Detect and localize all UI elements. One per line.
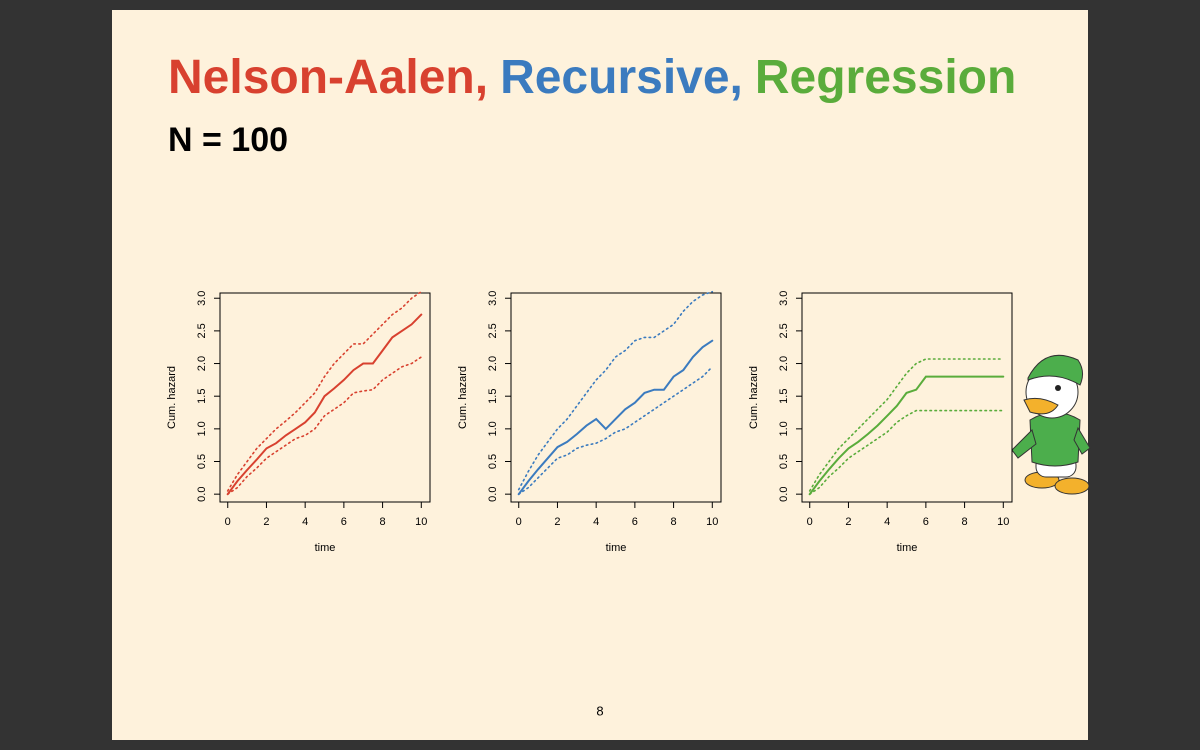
x-tick-label: 8 [671, 516, 677, 528]
y-tick-label: 2.0 [196, 356, 208, 371]
x-tick-label: 0 [225, 516, 231, 528]
plot-frame [219, 292, 431, 503]
x-tick-label: 8 [962, 516, 968, 528]
confidence-line [226, 290, 423, 492]
x-tick-label: 10 [997, 516, 1009, 528]
slide-title: Nelson-Aalen, Recursive, Regression [168, 51, 1016, 104]
y-tick-label: 1.5 [487, 389, 499, 404]
plot-frame [801, 292, 1013, 503]
y-tick-label: 0.0 [196, 487, 208, 502]
x-tick-label: 6 [923, 516, 929, 528]
estimate-line [226, 313, 423, 496]
y-tick-label: 1.0 [778, 421, 790, 436]
x-tick-label: 4 [884, 516, 890, 528]
y-tick-label: 0.0 [487, 487, 499, 502]
x-tick-label: 4 [302, 516, 308, 528]
x-tick-label: 10 [706, 516, 718, 528]
confidence-line [808, 358, 1005, 492]
y-tick-label: 1.0 [196, 421, 208, 436]
x-tick-label: 0 [807, 516, 813, 528]
confidence-line [808, 409, 1005, 495]
estimate-line [517, 339, 714, 496]
duck-illustration [1011, 354, 1091, 495]
y-tick-label: 1.5 [196, 389, 208, 404]
title-part: Nelson-Aalen, [168, 51, 488, 104]
x-axis-label: time [315, 542, 336, 554]
x-tick-label: 10 [415, 516, 427, 528]
confidence-line [226, 356, 423, 495]
y-tick-label: 0.5 [778, 454, 790, 469]
y-tick-label: 2.0 [487, 356, 499, 371]
x-tick-label: 6 [341, 516, 347, 528]
y-tick-label: 3.0 [196, 291, 208, 306]
y-tick-label: 1.0 [487, 421, 499, 436]
title-part: Recursive, [500, 51, 743, 104]
x-tick-label: 0 [516, 516, 522, 528]
y-tick-label: 3.0 [778, 291, 790, 306]
y-axis-label: Cum. hazard [748, 366, 760, 429]
y-tick-label: 0.0 [778, 487, 790, 502]
title-part: Regression [755, 51, 1016, 104]
x-tick-label: 2 [263, 516, 269, 528]
x-tick-label: 6 [632, 516, 638, 528]
x-axis-label: time [897, 542, 918, 554]
x-tick-label: 8 [380, 516, 386, 528]
y-tick-label: 1.5 [778, 389, 790, 404]
y-tick-label: 3.0 [487, 291, 499, 306]
y-tick-label: 2.5 [778, 323, 790, 338]
y-tick-label: 2.5 [196, 323, 208, 338]
y-axis-label: Cum. hazard [166, 366, 178, 429]
y-tick-label: 0.5 [196, 454, 208, 469]
y-tick-label: 2.5 [487, 323, 499, 338]
estimate-line [808, 375, 1005, 496]
x-tick-label: 2 [554, 516, 560, 528]
y-tick-label: 2.0 [778, 356, 790, 371]
x-tick-label: 4 [593, 516, 599, 528]
plot-frame [510, 292, 722, 503]
confidence-line [517, 290, 714, 491]
subtitle: N = 100 [168, 121, 288, 159]
y-axis-label: Cum. hazard [457, 366, 469, 429]
x-tick-label: 2 [845, 516, 851, 528]
x-axis-label: time [606, 542, 627, 554]
y-tick-label: 0.5 [487, 454, 499, 469]
page-number: 8 [596, 703, 603, 718]
